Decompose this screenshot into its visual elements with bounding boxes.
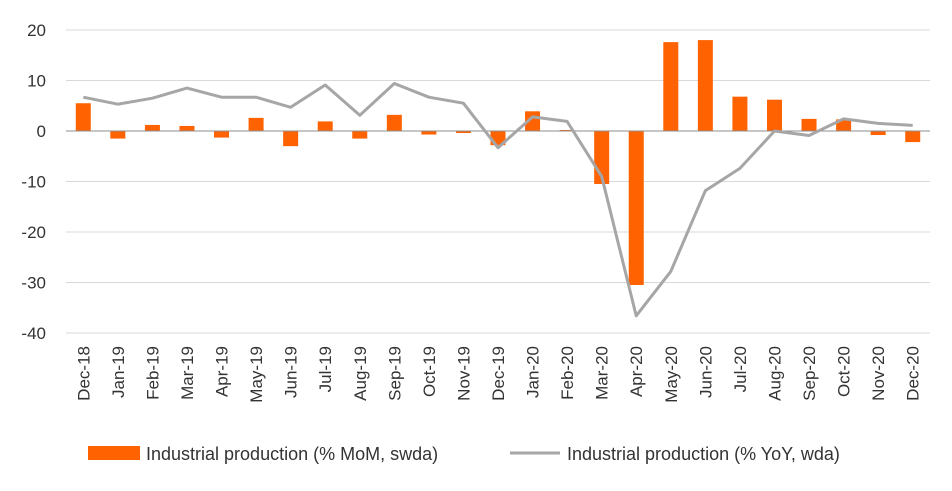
x-tick-label: Nov-20 xyxy=(869,346,888,401)
bar xyxy=(766,99,782,131)
x-tick-label: Mar-19 xyxy=(178,346,197,400)
x-tick-label: Dec-18 xyxy=(74,346,93,401)
x-tick-label: May-20 xyxy=(662,346,681,403)
bar xyxy=(75,103,91,131)
legend-label-yoy: Industrial production (% YoY, wda) xyxy=(567,444,840,464)
x-tick-label: Jul-19 xyxy=(316,346,335,392)
x-tick-label: Jan-19 xyxy=(109,346,128,398)
y-tick-label: 20 xyxy=(27,21,46,40)
y-tick-label: -10 xyxy=(21,173,46,192)
x-tick-label: Aug-19 xyxy=(351,346,370,401)
bar xyxy=(836,119,852,131)
bar xyxy=(697,40,713,131)
y-tick-label: -20 xyxy=(21,223,46,242)
y-axis-ticks: 20 10 0 -10 -20 -30 -40 xyxy=(21,21,46,343)
bar xyxy=(283,131,299,147)
bar-series xyxy=(75,40,921,286)
line-series xyxy=(83,82,913,318)
y-tick-label: 10 xyxy=(27,72,46,91)
bar xyxy=(248,117,264,131)
bar xyxy=(801,118,817,131)
gridlines xyxy=(66,29,930,334)
series-line-yoy xyxy=(83,82,913,318)
x-tick-label: Mar-20 xyxy=(593,346,612,400)
x-tick-label: Apr-19 xyxy=(213,346,232,397)
y-tick-label: -40 xyxy=(21,324,46,343)
bar xyxy=(179,125,195,131)
x-tick-label: Feb-20 xyxy=(558,346,577,400)
bar xyxy=(628,131,644,286)
bar xyxy=(421,131,437,135)
x-tick-label: Sep-20 xyxy=(800,346,819,401)
bar xyxy=(144,124,160,131)
x-tick-label: Apr-20 xyxy=(627,346,646,397)
y-tick-label: 0 xyxy=(37,122,46,141)
bar xyxy=(663,42,679,132)
bar xyxy=(386,114,402,131)
bar xyxy=(905,131,921,143)
bar xyxy=(732,96,748,131)
bar xyxy=(455,131,471,134)
y-tick-label: -30 xyxy=(21,274,46,293)
x-tick-label: Jun-19 xyxy=(282,346,301,398)
bar xyxy=(870,131,886,136)
x-tick-label: Sep-19 xyxy=(385,346,404,401)
legend: Industrial production (% MoM, swda) Indu… xyxy=(88,444,840,464)
x-tick-label: Jan-20 xyxy=(524,346,543,398)
bar xyxy=(559,129,575,131)
x-tick-label: Nov-19 xyxy=(454,346,473,401)
x-tick-label: Jul-20 xyxy=(731,346,750,392)
x-axis-ticks: Dec-18 Jan-19 Feb-19 Mar-19 Apr-19 May-19 Jun-… xyxy=(74,346,922,403)
bar xyxy=(110,131,126,139)
x-tick-label: Dec-19 xyxy=(489,346,508,401)
bar xyxy=(352,131,368,139)
bar xyxy=(214,131,230,138)
x-tick-label: Oct-20 xyxy=(835,346,854,397)
x-tick-label: Oct-19 xyxy=(420,346,439,397)
legend-label-mom: Industrial production (% MoM, swda) xyxy=(146,444,438,464)
x-tick-label: Jun-20 xyxy=(696,346,715,398)
x-tick-label: Feb-19 xyxy=(143,346,162,400)
x-tick-label: Aug-20 xyxy=(765,346,784,401)
x-tick-label: Dec-20 xyxy=(904,346,923,401)
x-tick-label: May-19 xyxy=(247,346,266,403)
legend-swatch-mom xyxy=(88,446,140,460)
bar xyxy=(317,121,333,131)
